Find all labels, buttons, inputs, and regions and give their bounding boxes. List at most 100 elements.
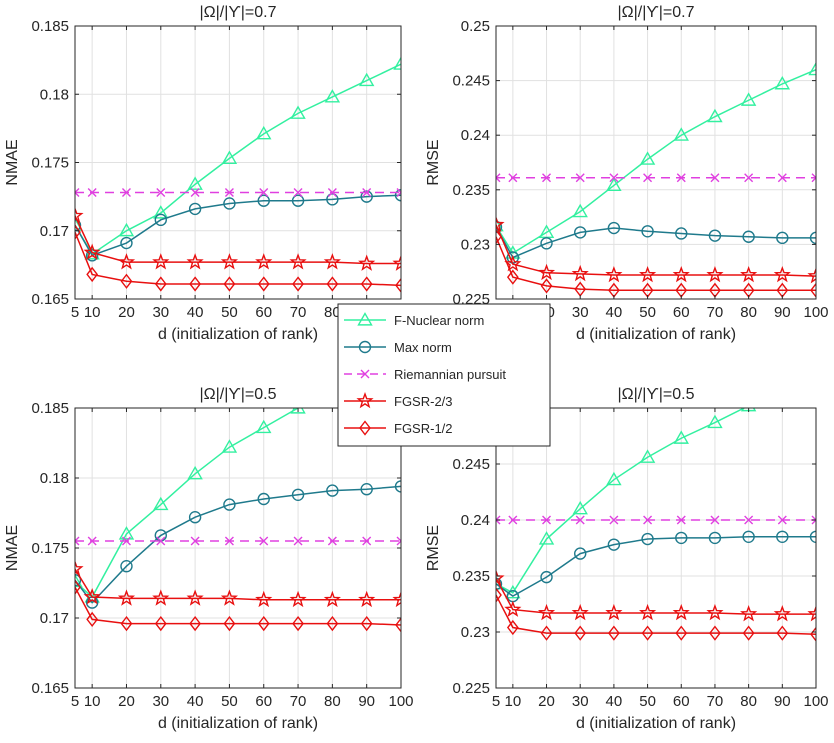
point-f-nuclear-norm bbox=[740, 92, 757, 106]
legend-marker bbox=[359, 420, 371, 436]
x-tick-label: 50 bbox=[221, 693, 238, 710]
point-fgsr-1-2 bbox=[154, 276, 167, 292]
point-riemannian-pursuit bbox=[259, 536, 269, 546]
point-max-norm bbox=[708, 531, 722, 545]
point-riemannian-pursuit bbox=[710, 173, 720, 183]
point-riemannian-pursuit bbox=[156, 188, 166, 198]
point-fgsr-1-2 bbox=[574, 625, 587, 641]
point-max-norm bbox=[257, 492, 270, 506]
point-riemannian-pursuit bbox=[75, 188, 80, 198]
point-riemannian-pursuit bbox=[575, 173, 585, 183]
point-riemannian-pursuit bbox=[396, 188, 401, 198]
point-f-nuclear-norm bbox=[572, 203, 588, 218]
point-max-norm bbox=[540, 570, 553, 584]
x-tick-label: 100 bbox=[803, 693, 828, 710]
point-f-nuclear-norm bbox=[808, 61, 816, 76]
series-line-f-nuclear-norm bbox=[75, 408, 300, 599]
chart-title: |Ω|/|ϒ|=0.5 bbox=[618, 386, 695, 403]
point-fgsr-1-2 bbox=[154, 615, 167, 632]
point-max-norm bbox=[574, 547, 587, 560]
series-line-fgsr-1-2 bbox=[75, 231, 401, 287]
point-fgsr-2-3 bbox=[323, 253, 341, 270]
point-max-norm bbox=[742, 230, 755, 243]
y-tick-label: 0.235 bbox=[452, 568, 490, 585]
series-line-fgsr-2-3 bbox=[496, 577, 816, 615]
point-f-nuclear-norm bbox=[639, 449, 656, 463]
legend-label: FGSR-1/2 bbox=[394, 421, 453, 436]
point-max-norm bbox=[188, 202, 202, 216]
series-line-f-nuclear-norm bbox=[75, 63, 401, 256]
plot-area bbox=[496, 408, 816, 688]
point-max-norm bbox=[120, 560, 133, 573]
x-tick-label: 30 bbox=[572, 304, 589, 321]
y-axis-label: RMSE bbox=[425, 139, 442, 185]
point-fgsr-2-3 bbox=[706, 603, 724, 621]
legend-marker bbox=[360, 369, 370, 379]
point-f-nuclear-norm bbox=[221, 439, 238, 453]
x-tick-label: 60 bbox=[255, 304, 272, 321]
point-fgsr-2-3 bbox=[807, 605, 816, 622]
series-line-max-norm bbox=[496, 226, 816, 259]
chart-panel-3: 5 10 20 30 40 50 60 70 80 90 100 0.165 0.17 0.175 0.18… bbox=[4, 386, 414, 732]
point-f-nuclear-norm bbox=[707, 108, 723, 123]
point-f-nuclear-norm bbox=[256, 125, 272, 140]
point-max-norm bbox=[394, 480, 401, 493]
series-line-fgsr-2-3 bbox=[496, 224, 816, 277]
point-riemannian-pursuit bbox=[508, 515, 518, 525]
point-f-nuclear-norm bbox=[118, 222, 135, 237]
y-tick-label: 0.23 bbox=[461, 236, 490, 253]
point-max-norm bbox=[75, 219, 82, 232]
point-fgsr-2-3 bbox=[571, 264, 589, 282]
plot-area bbox=[496, 26, 816, 299]
point-f-nuclear-norm bbox=[393, 56, 401, 70]
point-f-nuclear-norm bbox=[187, 465, 203, 480]
point-max-norm bbox=[291, 194, 305, 207]
point-f-nuclear-norm bbox=[324, 89, 341, 103]
point-max-norm bbox=[641, 225, 654, 238]
x-tick-label: 20 bbox=[118, 693, 135, 710]
y-axis-label: NMAE bbox=[4, 139, 21, 185]
point-fgsr-2-3 bbox=[220, 253, 239, 270]
point-fgsr-2-3 bbox=[186, 589, 204, 606]
y-axis-label: NMAE bbox=[4, 525, 21, 571]
point-riemannian-pursuit bbox=[811, 515, 816, 525]
point-max-norm bbox=[360, 483, 373, 496]
x-tick-label: 40 bbox=[606, 693, 623, 710]
x-tick-label: 70 bbox=[707, 693, 724, 710]
legend-label: FGSR-2/3 bbox=[394, 394, 453, 409]
x-tick-label: 10 bbox=[84, 304, 101, 321]
point-riemannian-pursuit bbox=[224, 536, 234, 546]
chart-panel-1: 51020304050607080901000.1650.170.1750.18… bbox=[4, 4, 414, 343]
point-riemannian-pursuit bbox=[496, 173, 501, 183]
x-tick-label: 10 bbox=[84, 693, 101, 710]
x-tick-label: 80 bbox=[324, 304, 341, 321]
point-fgsr-2-3 bbox=[186, 253, 204, 270]
series-line-fgsr-1-2 bbox=[75, 586, 401, 626]
point-fgsr-2-3 bbox=[289, 590, 307, 608]
x-tick-label: 50 bbox=[639, 693, 656, 710]
point-f-nuclear-norm bbox=[707, 414, 723, 429]
point-fgsr-1-2 bbox=[496, 229, 502, 245]
point-f-nuclear-norm bbox=[118, 526, 135, 540]
x-tick-label: 5 bbox=[71, 693, 79, 710]
point-fgsr-1-2 bbox=[641, 625, 654, 641]
point-max-norm bbox=[394, 189, 401, 202]
series-line-f-nuclear-norm bbox=[496, 408, 746, 594]
point-riemannian-pursuit bbox=[156, 536, 166, 546]
point-fgsr-1-2 bbox=[395, 277, 401, 293]
series-group bbox=[496, 61, 816, 298]
point-riemannian-pursuit bbox=[777, 515, 787, 525]
legend-label: Max norm bbox=[394, 340, 452, 355]
y-tick-label: 0.175 bbox=[31, 155, 69, 172]
point-fgsr-1-2 bbox=[257, 615, 270, 632]
y-tick-label: 0.165 bbox=[31, 680, 69, 697]
point-max-norm bbox=[607, 538, 621, 551]
x-tick-label: 100 bbox=[388, 693, 413, 710]
point-max-norm bbox=[496, 220, 503, 234]
point-riemannian-pursuit bbox=[744, 173, 754, 183]
point-riemannian-pursuit bbox=[259, 188, 269, 198]
point-max-norm bbox=[607, 221, 621, 235]
point-fgsr-2-3 bbox=[358, 254, 376, 271]
point-max-norm bbox=[675, 227, 688, 240]
point-fgsr-2-3 bbox=[773, 265, 791, 283]
